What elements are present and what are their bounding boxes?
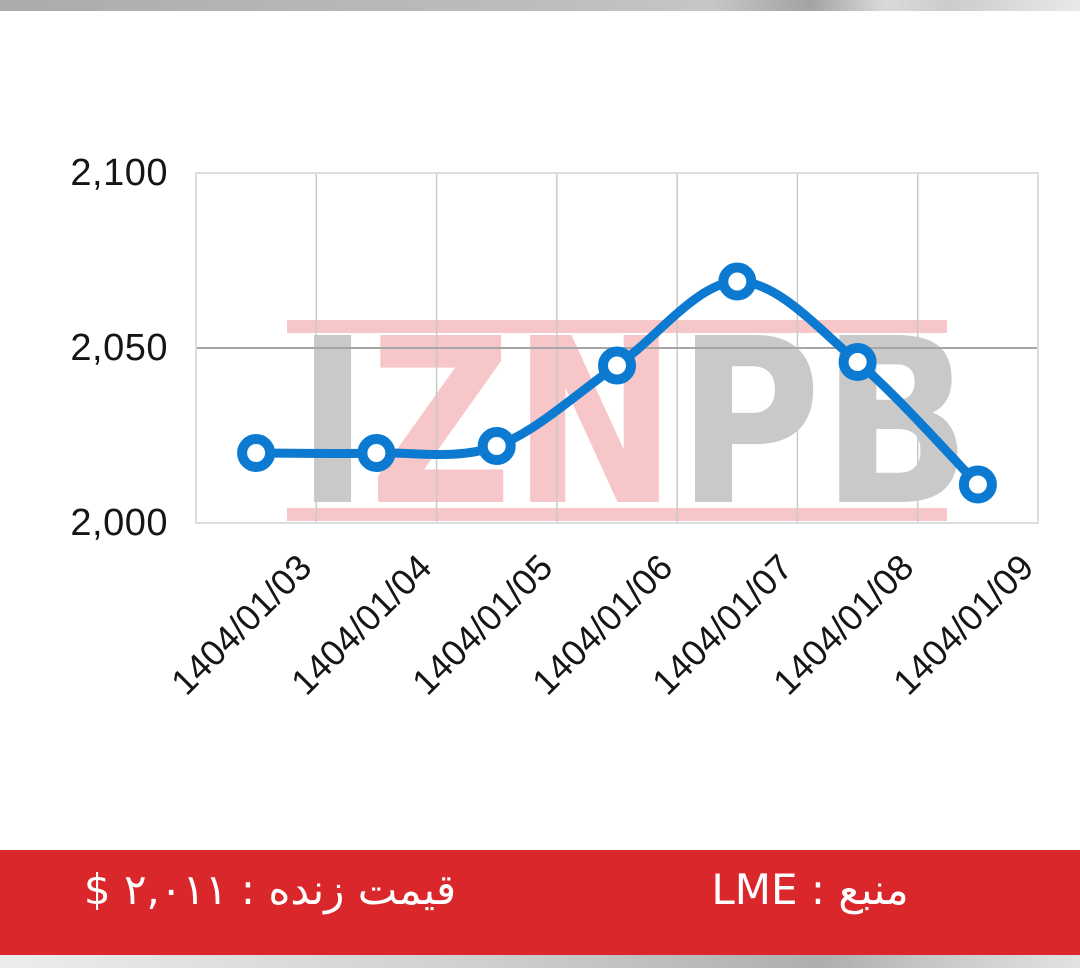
window-top-strip bbox=[0, 0, 1080, 11]
y-axis-tick-label: 2,100 bbox=[70, 152, 168, 194]
live-price-section: قیمت زنده : ۲,۰۱۱ $ bbox=[0, 850, 540, 955]
y-axis-tick-label: 2,000 bbox=[70, 502, 168, 544]
price-chart: IZNPB 2,100 2,050 2,000 1404/01/03 1404/01/… bbox=[0, 11, 1080, 841]
source-text: منبع : LME bbox=[711, 865, 909, 914]
window-bottom-strip bbox=[0, 955, 1080, 968]
source-section: منبع : LME bbox=[540, 850, 1080, 955]
x-axis-tick-label: 1404/01/03 bbox=[163, 546, 320, 703]
live-price-text: قیمت زنده : ۲,۰۱۱ $ bbox=[83, 865, 457, 914]
footer-bar: قیمت زنده : ۲,۰۱۱ $ منبع : LME bbox=[0, 850, 1080, 955]
svg-text:IZNPB: IZNPB bbox=[296, 291, 971, 557]
y-axis-tick-label: 2,050 bbox=[70, 327, 168, 369]
